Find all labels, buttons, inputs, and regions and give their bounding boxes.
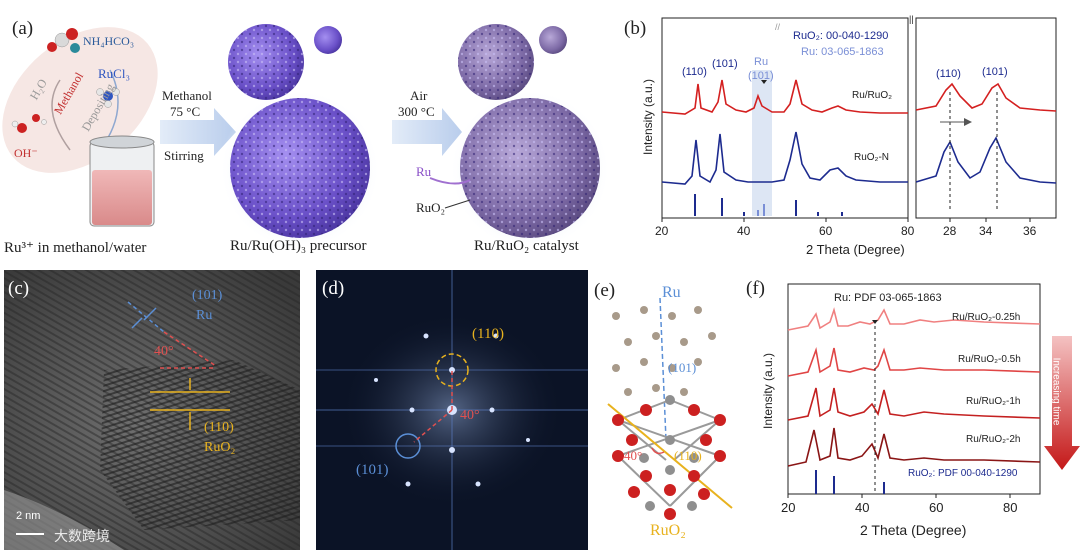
panel-f-label: (f) bbox=[746, 278, 765, 299]
oh-ion-icon bbox=[11, 114, 47, 133]
panel-e: (e) Ru (101) 40° (110) RuO₂ bbox=[594, 270, 744, 550]
xrd-chart-b: // || bbox=[661, 14, 1057, 222]
f-ref-ru: Ru: PDF 03-065-1863 bbox=[834, 292, 942, 304]
peak-label-110: (110) bbox=[682, 66, 707, 78]
tick-b-28: 28 bbox=[943, 224, 957, 238]
panel-a: (a) bbox=[0, 0, 640, 270]
caption-solution: Ru³⁺ in methanol/water bbox=[4, 240, 147, 256]
c-ru-label: Ru bbox=[196, 308, 213, 323]
fft-pattern bbox=[316, 270, 588, 550]
c-ruo2-label: RuO₂ bbox=[204, 440, 236, 455]
c-scale-bar: 2 nm bbox=[16, 510, 41, 522]
series-0-25h bbox=[787, 307, 1041, 331]
xlabel-f: 2 Theta (Degree) bbox=[860, 522, 967, 538]
increasing-time-arrow bbox=[1044, 336, 1080, 470]
panel-b-label: (b) bbox=[624, 18, 647, 39]
catalyst-tiny-sphere bbox=[539, 26, 567, 54]
panel-b: (b) // bbox=[624, 0, 1080, 270]
tick-b-80: 80 bbox=[901, 224, 915, 238]
series-ruo2-n bbox=[661, 131, 908, 185]
tick-b-20: 20 bbox=[655, 224, 669, 238]
beaker-icon bbox=[89, 135, 155, 227]
step1-action: Stirring bbox=[164, 148, 204, 163]
panel-a-label: (a) bbox=[12, 18, 34, 39]
f-series-label-0-5h: Ru/RuO₂-0.5h bbox=[958, 354, 1021, 365]
precursor-tiny-sphere bbox=[314, 26, 342, 54]
f-ref-ruo2: RuO₂: PDF 00-040-1290 bbox=[908, 468, 1018, 479]
series-label-ru-ruo2: Ru/RuO₂ bbox=[852, 90, 893, 101]
peak-label-ru-101: (101) bbox=[748, 70, 774, 82]
tick-b-40: 40 bbox=[737, 224, 751, 238]
step2-temp: 300 °C bbox=[398, 104, 435, 119]
c-angle: 40° bbox=[154, 344, 174, 359]
panel-f: (f) Ru: PDF 03-065-1863 Ru/RuO₂-0.25h Ru… bbox=[744, 270, 1080, 553]
e-angle: 40° bbox=[624, 448, 643, 463]
f-arrow-text: Increasing time bbox=[1050, 357, 1062, 426]
tick-b-36: 36 bbox=[1023, 224, 1037, 238]
ruo2-pointer-label: RuO₂ bbox=[416, 200, 446, 215]
f-series-label-1h: Ru/RuO₂-1h bbox=[966, 396, 1021, 407]
series-1h bbox=[787, 387, 1041, 421]
ylabel-f: Intensity (a.u.) bbox=[761, 352, 776, 430]
ru-pointer-label: Ru bbox=[416, 164, 432, 179]
fft-spot-101-marker bbox=[395, 433, 421, 459]
zoom-label-101: (101) bbox=[982, 66, 1008, 78]
process-arrow-1 bbox=[160, 108, 236, 156]
panel-c-label: (c) bbox=[8, 278, 30, 299]
peak-label-ru: Ru bbox=[754, 56, 769, 68]
series-label-ruo2-n: RuO₂-N bbox=[854, 152, 889, 163]
f-series-label-2h: Ru/RuO₂-2h bbox=[966, 434, 1021, 445]
d-angle: 40° bbox=[460, 408, 480, 423]
d-spot-110: (110) bbox=[472, 326, 504, 342]
xrd-chart-f bbox=[787, 283, 1080, 498]
tick-f-20: 20 bbox=[781, 500, 796, 515]
e-ruo2-label: RuO₂ bbox=[650, 522, 686, 539]
rucl3-label: RuCl₃ bbox=[98, 66, 130, 81]
f-series-label-0-25h: Ru/RuO₂-0.25h bbox=[952, 312, 1021, 323]
e-ruo2-plane: (110) bbox=[674, 448, 702, 463]
caption-catalyst: Ru/RuO₂ catalyst bbox=[474, 238, 579, 254]
tick-b-34: 34 bbox=[979, 224, 993, 238]
tick-f-40: 40 bbox=[855, 500, 870, 515]
c-ruo2-plane: (110) bbox=[204, 420, 234, 435]
panel-a-schematic bbox=[2, 24, 610, 250]
series-0-5h bbox=[787, 346, 1041, 377]
tick-f-60: 60 bbox=[929, 500, 944, 515]
reference-sticks-b bbox=[694, 194, 843, 216]
step1-temp: 75 °C bbox=[170, 104, 201, 119]
step1-solvent: Methanol bbox=[162, 88, 212, 103]
panel-c: (c) (101) Ru 40° (110) RuO₂ 2 nm 大数跨境 bbox=[4, 270, 300, 550]
c-ru-plane: (101) bbox=[192, 288, 223, 303]
crystal-structure-model bbox=[607, 297, 733, 520]
e-ru-label: Ru bbox=[662, 284, 681, 301]
oh-label: OH⁻ bbox=[14, 146, 38, 160]
step2-gas: Air bbox=[410, 88, 428, 103]
panel-d-label: (d) bbox=[322, 278, 345, 299]
series-ru-ruo2 bbox=[661, 79, 908, 115]
legend-ru: Ru: 03-065-1863 bbox=[801, 46, 884, 58]
series-2h bbox=[787, 427, 1041, 467]
tick-f-80: 80 bbox=[1003, 500, 1018, 515]
zoom-label-110: (110) bbox=[936, 68, 961, 80]
d-spot-101: (101) bbox=[356, 462, 389, 478]
svg-text:||: || bbox=[909, 14, 914, 24]
hrtem-image bbox=[4, 270, 300, 550]
process-arrow-2 bbox=[392, 108, 462, 156]
nh4hco3-molecule-icon bbox=[47, 28, 80, 53]
svg-text://: // bbox=[775, 22, 781, 32]
rucl3-molecule-icon bbox=[96, 88, 120, 108]
ylabel-b: Intensity (a.u.) bbox=[641, 78, 656, 156]
panel-d: (d) (110) 40° (101) bbox=[316, 270, 588, 550]
watermark: 大数跨境 bbox=[54, 528, 110, 544]
tick-b-60: 60 bbox=[819, 224, 833, 238]
nh4hco3-label: NH₄HCO₃ bbox=[83, 34, 135, 48]
ru-highlight-band bbox=[752, 70, 772, 216]
e-ru-plane: (101) bbox=[668, 360, 697, 375]
panel-e-label: (e) bbox=[594, 280, 616, 301]
legend-ruo2: RuO₂: 00-040-1290 bbox=[793, 30, 889, 42]
caption-precursor: Ru/Ru(OH)₃ precursor bbox=[230, 238, 367, 254]
xlabel-b: 2 Theta (Degree) bbox=[806, 242, 905, 257]
peak-label-101: (101) bbox=[712, 58, 738, 70]
